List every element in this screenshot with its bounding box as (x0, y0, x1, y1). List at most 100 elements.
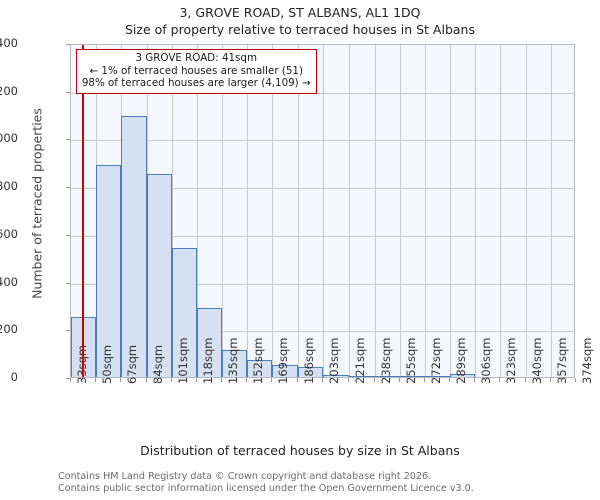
histogram-bar (450, 374, 476, 377)
gridline-horizontal (71, 331, 574, 333)
chart-subtitle: Size of property relative to terraced ho… (125, 22, 475, 37)
y-tick-mark (66, 139, 70, 141)
x-tick-mark (296, 378, 298, 382)
gridline-vertical (196, 45, 198, 377)
gridline-horizontal (71, 140, 574, 142)
histogram-bar (424, 376, 451, 377)
gridline-vertical (171, 45, 173, 377)
gridline-horizontal (71, 235, 574, 237)
histogram-bar (121, 116, 147, 377)
y-tick-mark (66, 234, 70, 236)
x-tick-label: 118sqm (200, 337, 215, 384)
gridline-vertical (525, 45, 527, 377)
x-tick-label: 203sqm (326, 337, 341, 384)
annotation-line-2: ← 1% of terraced houses are smaller (51) (89, 64, 303, 77)
footer-line-2: Contains public sector information licen… (58, 482, 474, 494)
histogram-bar (374, 376, 400, 377)
x-tick-mark (221, 378, 223, 382)
x-tick-label: 152sqm (251, 337, 266, 384)
x-tick-label: 323sqm (504, 337, 519, 384)
x-tick-mark (474, 378, 476, 382)
gridline-vertical (322, 45, 324, 377)
x-tick-label: 306sqm (479, 337, 494, 384)
x-tick-mark (246, 378, 248, 382)
x-tick-mark (120, 378, 122, 382)
y-tick-label: 1200 (0, 83, 18, 98)
gridline-vertical (450, 45, 452, 377)
x-tick-label: 255sqm (403, 337, 418, 384)
page-title: 3, GROVE ROAD, ST ALBANS, AL1 1DQ (179, 5, 421, 20)
x-tick-mark (524, 378, 526, 382)
x-tick-label: 357sqm (554, 337, 569, 384)
x-tick-mark (348, 378, 350, 382)
x-tick-mark (398, 378, 400, 382)
y-tick-mark (66, 187, 70, 189)
y-axis-label: Number of terraced properties (29, 108, 45, 299)
gridline-vertical (247, 45, 249, 377)
y-tick-label: 0 (10, 370, 18, 384)
y-tick-label: 400 (0, 274, 18, 289)
x-tick-mark (575, 378, 576, 382)
histogram-bar (171, 247, 197, 377)
x-tick-label: 340sqm (529, 337, 544, 384)
gridline-vertical (424, 45, 426, 377)
gridline-vertical (550, 45, 552, 377)
x-tick-mark (321, 378, 323, 382)
histogram-bar (96, 165, 122, 377)
gridline-vertical (272, 45, 274, 377)
gridline-vertical (349, 45, 351, 377)
y-tick-label: 200 (0, 322, 18, 337)
x-tick-label: 238sqm (378, 337, 393, 384)
footer-line-1: Contains HM Land Registry data © Crown c… (58, 471, 432, 482)
histogram-bar (349, 375, 375, 377)
x-axis-label: Distribution of terraced houses by size … (140, 443, 460, 458)
x-tick-label: 84sqm (150, 344, 165, 384)
attribution-footer: Contains HM Land Registry data © Crown c… (58, 471, 474, 494)
x-tick-mark (95, 378, 97, 382)
x-tick-label: 289sqm (454, 337, 469, 384)
x-tick-label: 135sqm (226, 337, 241, 384)
x-tick-mark (170, 378, 172, 382)
x-tick-label: 169sqm (276, 337, 291, 384)
y-tick-label: 800 (0, 179, 18, 194)
x-tick-mark (373, 378, 375, 382)
gridline-vertical (374, 45, 376, 377)
histogram-bar (272, 365, 298, 377)
x-tick-mark (549, 378, 551, 382)
histogram-bar (399, 376, 425, 377)
x-tick-mark (449, 378, 451, 382)
annotation-callout: 3 GROVE ROAD: 41sqm ← 1% of terraced hou… (75, 49, 317, 94)
property-marker-line (81, 45, 84, 377)
histogram-bar (196, 307, 223, 377)
histogram-bar (297, 367, 323, 377)
x-tick-mark (145, 378, 147, 382)
annotation-line-1: 3 GROVE ROAD: 41sqm (135, 52, 257, 64)
x-tick-label: 67sqm (125, 344, 140, 384)
gridline-horizontal (71, 188, 574, 190)
annotation-line-3: 98% of terraced houses are larger (4,109… (81, 77, 311, 89)
gridline-horizontal (71, 92, 574, 94)
y-tick-mark (66, 378, 70, 379)
x-tick-mark (70, 378, 71, 382)
y-tick-mark (66, 282, 70, 284)
y-tick-mark (66, 91, 70, 93)
x-tick-mark (423, 378, 425, 382)
y-tick-mark (66, 44, 70, 45)
gridline-horizontal (71, 283, 574, 285)
histogram-bar (322, 374, 350, 377)
y-tick-label: 1000 (0, 131, 18, 146)
y-tick-mark (66, 330, 70, 332)
gridline-vertical (222, 45, 224, 377)
plot-area (70, 44, 575, 378)
histogram-bar (222, 350, 248, 377)
y-tick-label: 1400 (0, 36, 18, 50)
gridline-vertical (500, 45, 502, 377)
x-tick-label: 374sqm (580, 337, 594, 384)
x-tick-label: 101sqm (175, 337, 190, 384)
chart-title-block: 3, GROVE ROAD, ST ALBANS, AL1 1DQ Size o… (0, 4, 600, 39)
histogram-bar (146, 174, 172, 377)
gridline-vertical (475, 45, 477, 377)
x-tick-label: 50sqm (100, 344, 115, 384)
x-tick-mark (195, 378, 197, 382)
